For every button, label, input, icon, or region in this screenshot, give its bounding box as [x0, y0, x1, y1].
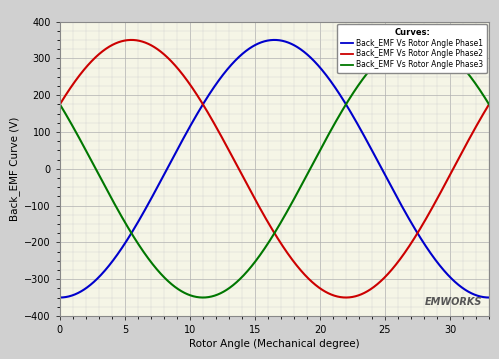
Legend: Back_EMF Vs Rotor Angle Phase1, Back_EMF Vs Rotor Angle Phase2, Back_EMF Vs Roto: Back_EMF Vs Rotor Angle Phase1, Back_EMF… — [337, 24, 487, 73]
Text: EMWORKS: EMWORKS — [425, 297, 483, 307]
Y-axis label: Back_EMF Curve (V): Back_EMF Curve (V) — [9, 117, 20, 221]
X-axis label: Rotor Angle (Mechanical degree): Rotor Angle (Mechanical degree) — [189, 339, 360, 349]
